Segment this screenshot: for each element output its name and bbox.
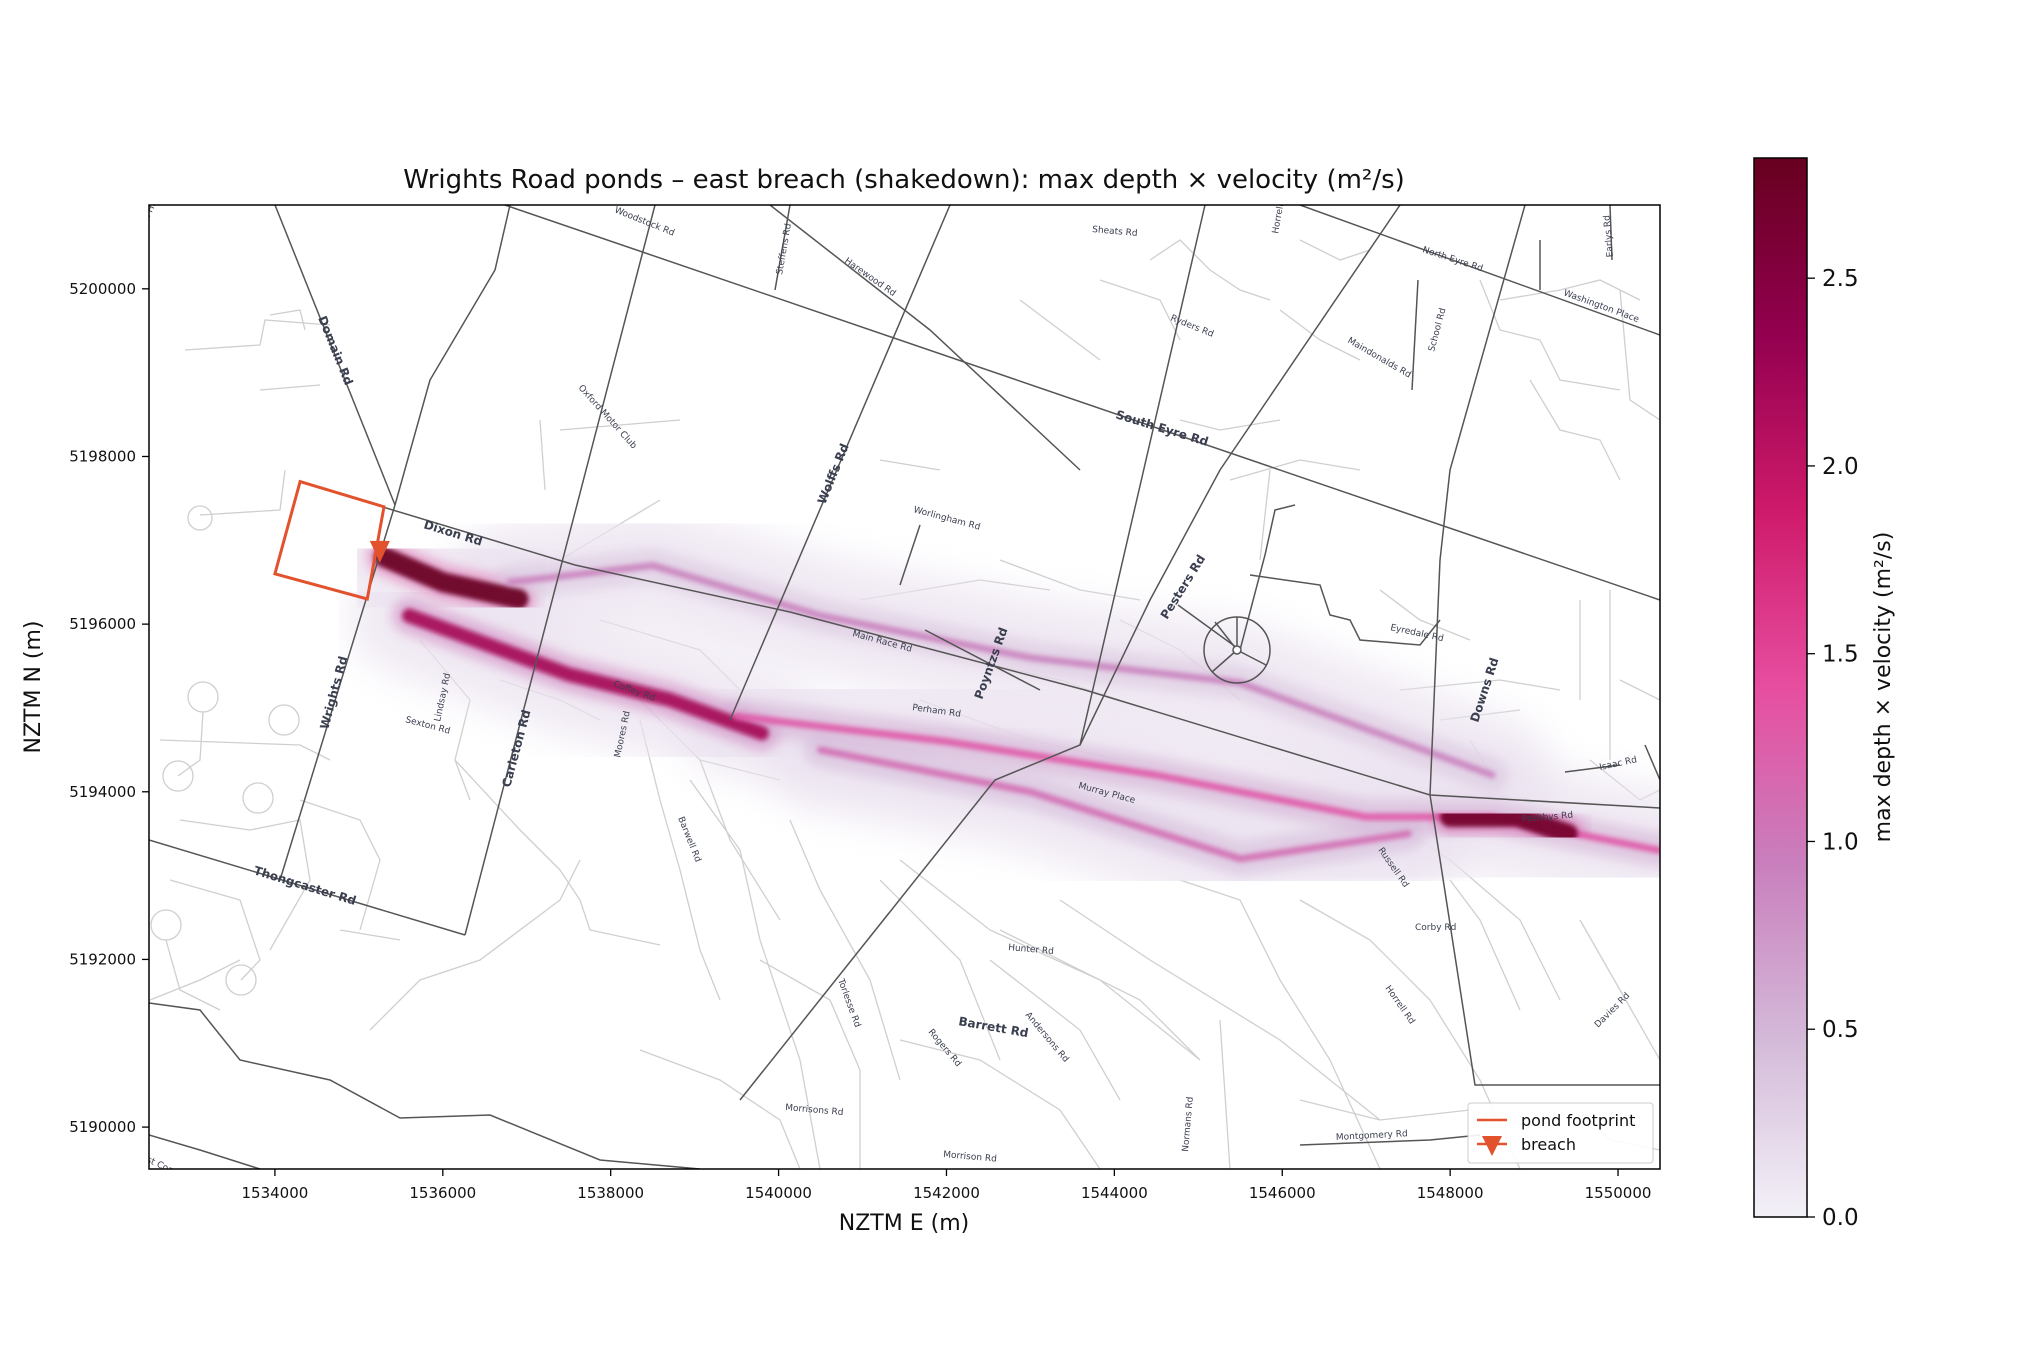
colorbar-tick-label: 0.0 [1822, 1205, 1859, 1231]
x-tick-label: 1538000 [577, 1184, 644, 1202]
road-carleton-rd-south [464, 205, 656, 936]
x-axis: 1534000 1536000 1538000 1540000 1542000 15440… [242, 1169, 1652, 1202]
road-wrights-rd [279, 504, 396, 881]
label-montgomery-rd: Montgomery Rd [1336, 1129, 1408, 1143]
legend-breach-marker [1482, 1136, 1502, 1156]
x-tick-label: 1544000 [1081, 1184, 1148, 1202]
road-montgomery-rd [1299, 1134, 1481, 1146]
y-axis: 5190000 5192000 5194000 5196000 5198000 52000… [69, 280, 149, 1136]
colorbar-tick-label: 1.5 [1822, 642, 1859, 668]
colorbar-gradient [1753, 157, 1808, 1218]
flood-path-core [817, 746, 1412, 863]
minor-road-network [149, 239, 1660, 1169]
y-axis-label: NZTM N (m) [21, 621, 46, 754]
road-pesters-branch [1177, 504, 1296, 651]
road-harewood-rd [769, 205, 1081, 471]
label-normans-rd: Normans Rd [1181, 1096, 1196, 1152]
flood-heatmap [324, 497, 1660, 919]
x-tick-label: 1536000 [409, 1184, 476, 1202]
colorbar-tick-label: 1.0 [1822, 829, 1859, 855]
y-tick-label: 5200000 [69, 280, 136, 298]
pond-footprint [273, 479, 386, 601]
road-carleton-rd [394, 205, 511, 506]
road-worlingham-branch [899, 524, 921, 586]
road-north-eyre-rd [1299, 205, 1660, 336]
legend-breach-label: breach [1521, 1135, 1576, 1154]
label-pashbys-rd: Pashbys Rd [1521, 811, 1573, 825]
flood-path-core [402, 608, 769, 741]
label-hunter-rd: Hunter Rd [1008, 943, 1054, 957]
road-wolffs-rd [729, 205, 951, 721]
colorbar-tick-label: 2.5 [1822, 266, 1859, 292]
road-dixon-rd [299, 481, 1660, 809]
x-tick-label: 1540000 [745, 1184, 812, 1202]
x-tick-label: 1550000 [1585, 1184, 1652, 1202]
road-east-branch [1644, 744, 1660, 781]
label-sheats-rd: Sheats Rd [1092, 225, 1138, 239]
road-school-rd [1411, 279, 1419, 391]
x-tick-label: 1546000 [1249, 1184, 1316, 1202]
legend: pond footprint breach [1467, 1102, 1654, 1164]
colorbar-tick-label: 0.5 [1822, 1017, 1859, 1043]
y-tick-label: 5190000 [69, 1118, 136, 1136]
colorbar-tick-label: 2.0 [1822, 454, 1859, 480]
road-earlys-rd [1609, 205, 1613, 261]
legend-pond-label: pond footprint [1521, 1111, 1635, 1130]
road-thongcaster-rd [149, 839, 466, 936]
y-tick-label: 5192000 [69, 950, 136, 968]
legend-box [1467, 1102, 1654, 1164]
map-area: Dixon Rd Domain Rd Wrights Rd Carleton R… [149, 205, 1660, 1169]
label-earlys-rd: Earlys Rd [1602, 215, 1616, 258]
road-downs-rd [1429, 205, 1660, 1086]
colorbar-ticks: 0.0 0.5 1.0 1.5 2.0 2.5 [1807, 266, 1859, 1231]
road-old-west-coast-rd [149, 1134, 261, 1169]
road-south-eyre-rd [504, 205, 1660, 601]
road-eyredale-rd [1249, 574, 1441, 646]
x-tick-label: 1534000 [242, 1184, 309, 1202]
label-corby-rd: Corby Rd [1415, 923, 1456, 933]
colorbar: 0.0 0.5 1.0 1.5 2.0 2.5 max depth × velocity … [1753, 157, 1896, 1231]
road-lower-curve [149, 1002, 701, 1169]
road-main-race-branch [924, 629, 1041, 691]
road-pesters-rd [1079, 205, 1401, 746]
road-poyntzs-rd [739, 205, 1206, 1101]
colorbar-label: max depth × velocity (m²/s) [1871, 532, 1896, 843]
axes-frame [148, 204, 1661, 1170]
y-tick-label: 5194000 [69, 783, 136, 801]
x-tick-label: 1548000 [1417, 1184, 1484, 1202]
label-morrison-rd: Morrison Rd [943, 1150, 997, 1165]
chart-title: Wrights Road ponds – east breach (shaked… [403, 165, 1405, 195]
flood-path-core [506, 562, 1496, 779]
y-tick-label: 5196000 [69, 615, 136, 633]
flood-path-core [1440, 806, 1578, 844]
y-tick-label: 5198000 [69, 447, 136, 465]
roundabout [1203, 616, 1271, 684]
x-axis-label: NZTM E (m) [839, 1211, 969, 1236]
road-isaac-rd [1564, 764, 1621, 773]
flood-path-core [374, 547, 529, 609]
road-domain-rd [274, 205, 396, 506]
road-steffens-rd [774, 205, 791, 291]
x-tick-label: 1542000 [913, 1184, 980, 1202]
major-road-network [149, 205, 1660, 1169]
breach-marker [369, 540, 390, 563]
